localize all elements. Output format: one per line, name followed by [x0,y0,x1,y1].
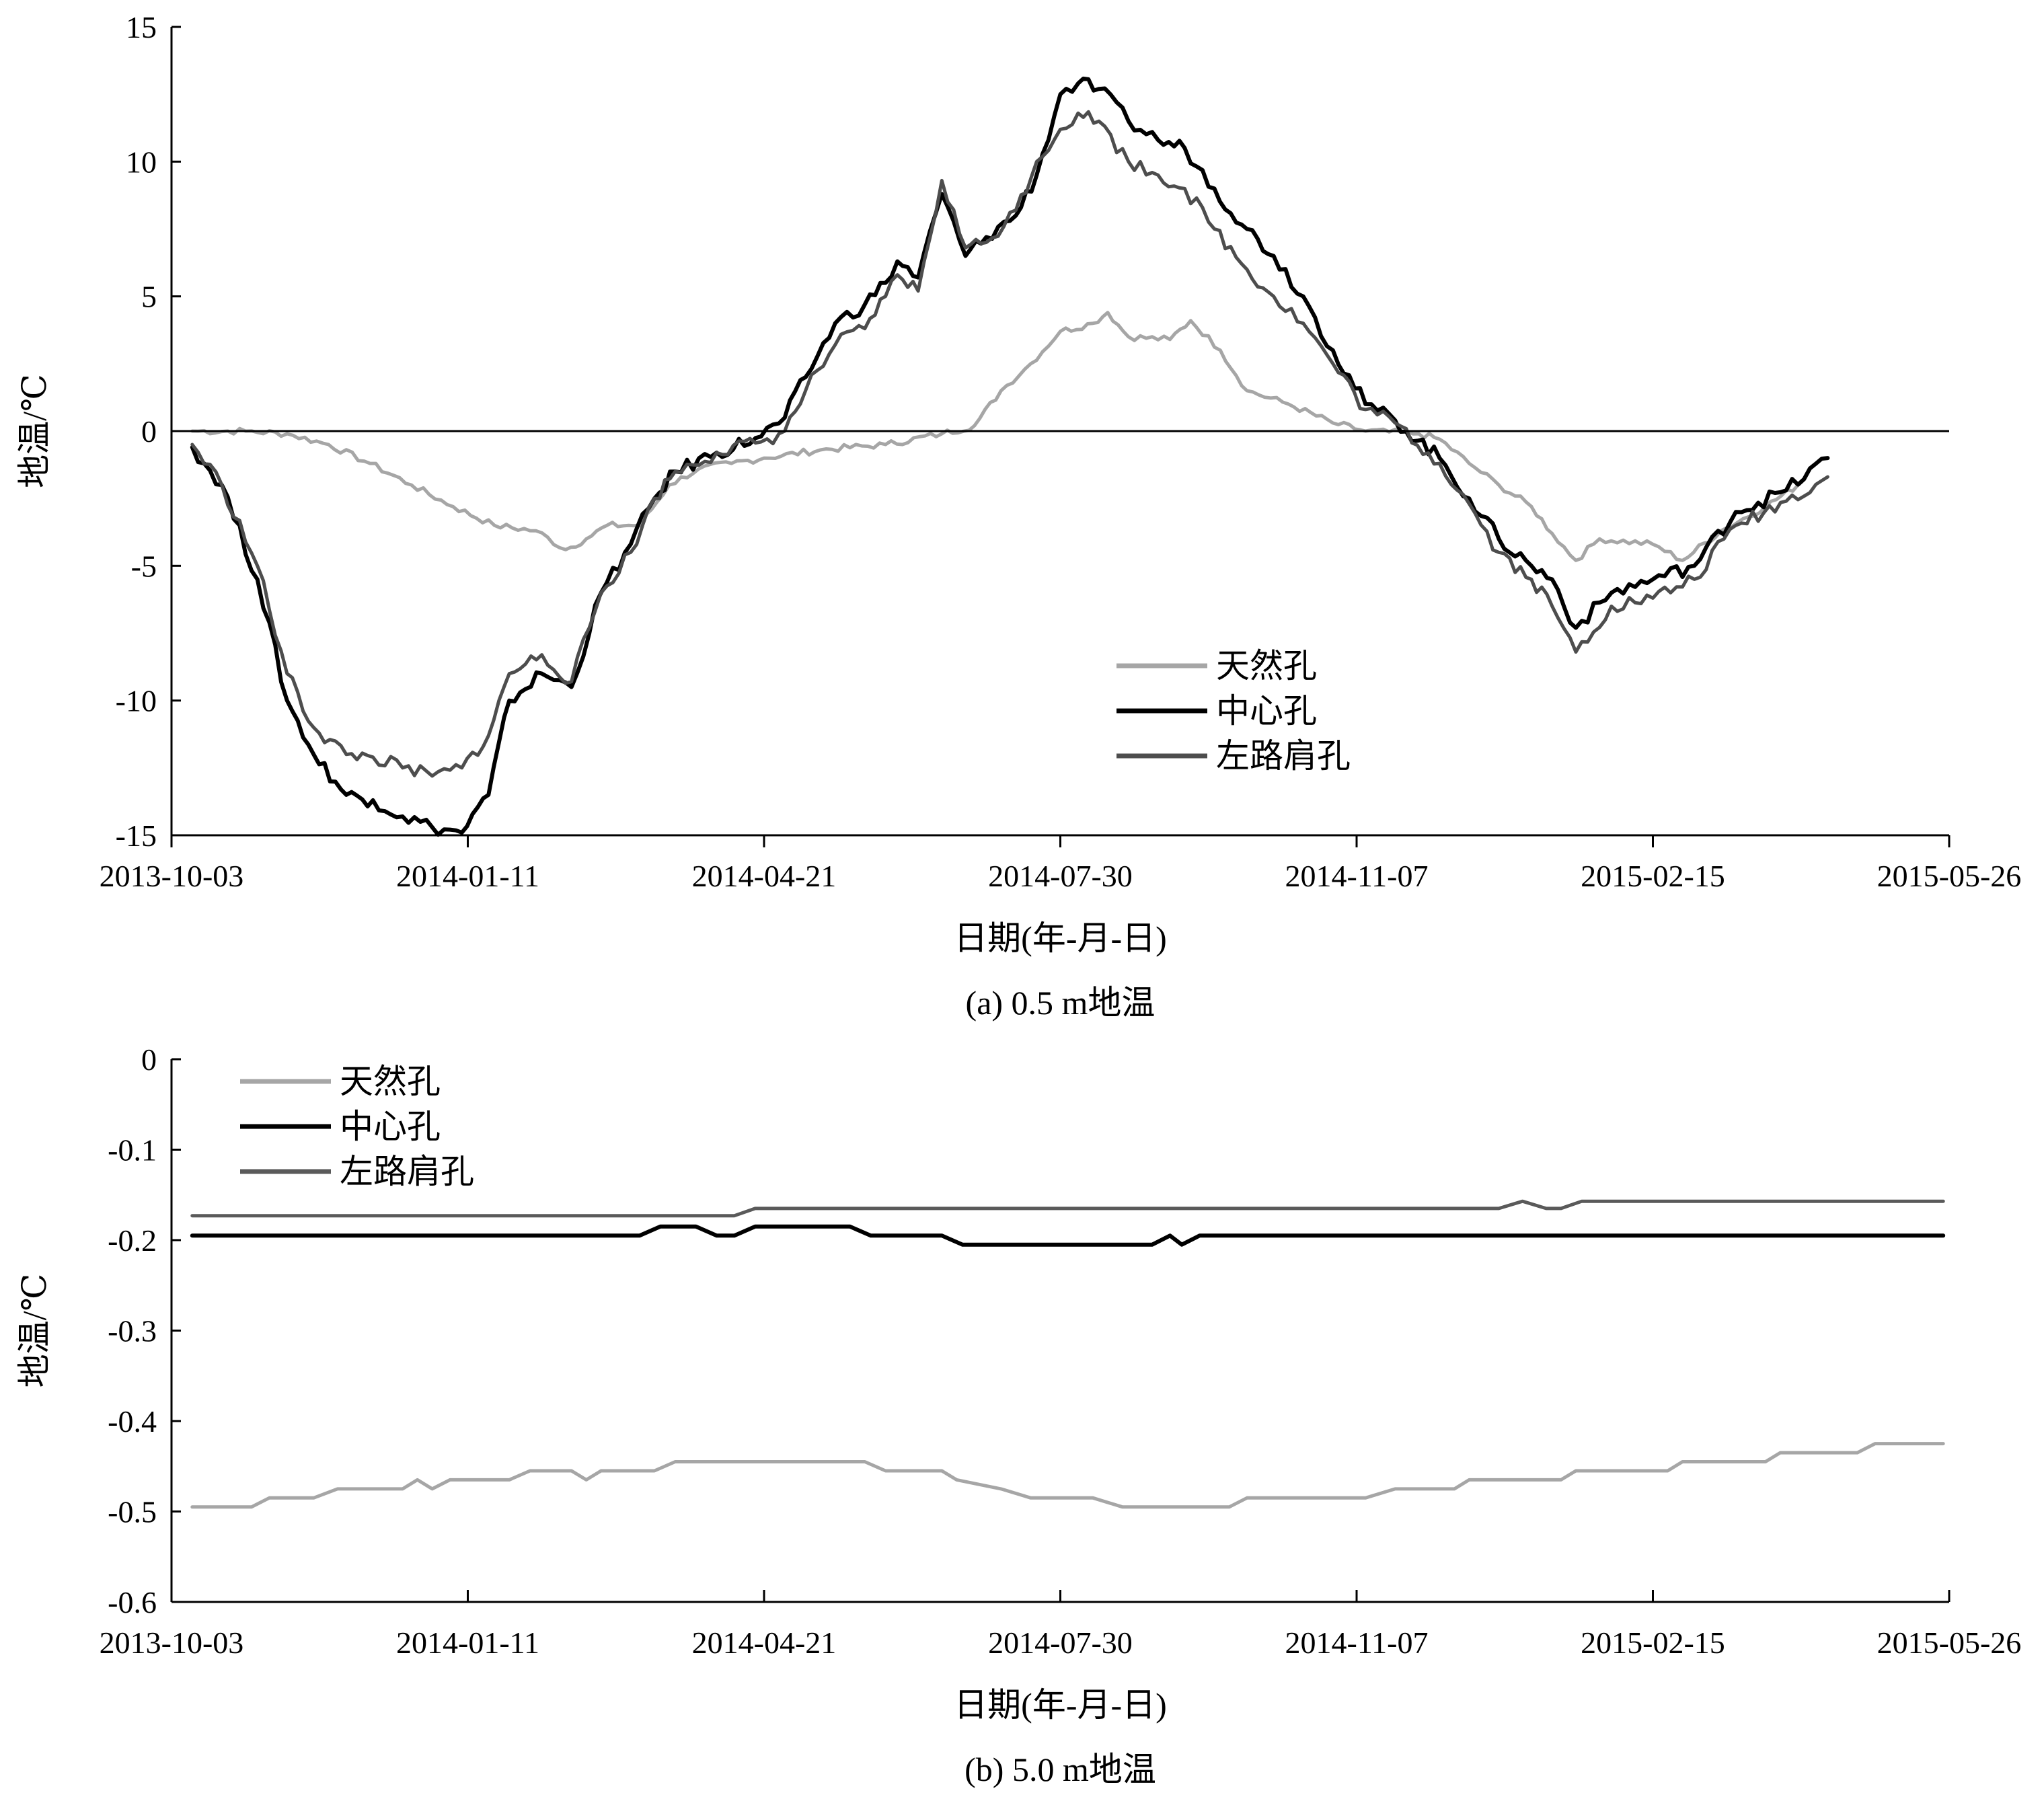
legend-label: 中心孔 [340,1108,441,1145]
x-tick-label: 2015-05-26 [1877,859,2022,893]
chart-panel-a: 15 10 5 0 -5 -10 -15 2013-10-03 2014-01-11 2014-… [15,10,2021,1022]
chart-a-caption: (a) 0.5 m地温 [966,984,1156,1022]
x-tick-label: 2013-10-03 [100,1625,244,1660]
series-line-3 [190,110,1829,778]
y-tick-label: 10 [126,145,157,179]
series-line-2 [190,1224,1946,1247]
x-tick-label: 2014-11-07 [1285,1625,1429,1660]
x-tick-label: 2014-07-30 [988,859,1133,893]
chart-b-caption: (b) 5.0 m地温 [964,1751,1156,1788]
chart-b-y-axis-title: 地温/℃ [15,1274,53,1388]
legend-label: 左路肩孔 [340,1153,474,1190]
chart-a-x-axis-title: 日期(年-月-日) [954,919,1167,957]
y-tick-label: -5 [131,549,157,583]
x-tick-label: 2014-01-11 [396,859,539,893]
legend-label: 天然孔 [340,1063,441,1100]
legend-label: 中心孔 [1216,692,1317,730]
x-tick-label: 2015-02-15 [1581,859,1725,893]
x-tick-label: 2014-07-30 [988,1625,1133,1660]
x-tick-label: 2015-05-26 [1877,1625,2022,1660]
series-line-1 [190,311,1800,562]
y-tick-label: -0.1 [108,1133,157,1168]
y-tick-label: 0 [141,1042,157,1077]
y-tick-label: 5 [141,280,157,314]
x-tick-label: 2014-01-11 [396,1625,539,1660]
chart-b-y-ticks: 0 -0.1 -0.2 -0.3 -0.4 -0.5 -0.6 [108,1042,181,1619]
chart-a-y-ticks: 15 10 5 0 -5 -10 -15 [116,10,181,853]
legend-label: 天然孔 [1216,647,1317,685]
y-tick-label: 0 [141,414,157,449]
chart-panel-b: 0 -0.1 -0.2 -0.3 -0.4 -0.5 -0.6 2013-10-03 2014… [15,1042,2021,1788]
x-tick-label: 2014-11-07 [1285,859,1429,893]
series-line-1 [190,1442,1945,1509]
y-tick-label: -0.5 [108,1495,157,1529]
chart-b-series-group [190,1199,1946,1509]
series-line-2 [190,76,1830,837]
chart-b-x-ticks: 2013-10-03 2014-01-11 2014-04-21 2014-07-30… [100,1590,2022,1660]
x-tick-label: 2014-04-21 [692,859,837,893]
chart-a-series-group [190,76,1830,837]
y-tick-label: -10 [116,684,157,718]
x-tick-label: 2014-04-21 [692,1625,837,1660]
chart-a-y-axis-title: 地温/℃ [15,374,53,488]
y-tick-label: 15 [126,10,157,44]
y-tick-label: -0.6 [108,1585,157,1619]
y-tick-label: -0.2 [108,1223,157,1258]
series-line-3 [190,1199,1945,1218]
chart-a-x-ticks: 2013-10-03 2014-01-11 2014-04-21 2014-07-30… [100,835,2022,893]
x-tick-label: 2013-10-03 [100,859,244,893]
y-tick-label: -15 [116,818,157,853]
chart-b-x-axis-title: 日期(年-月-日) [954,1686,1167,1724]
x-tick-label: 2015-02-15 [1581,1625,1725,1660]
legend-label: 左路肩孔 [1216,737,1351,775]
y-tick-label: -0.3 [108,1314,157,1348]
y-tick-label: -0.4 [108,1404,157,1439]
